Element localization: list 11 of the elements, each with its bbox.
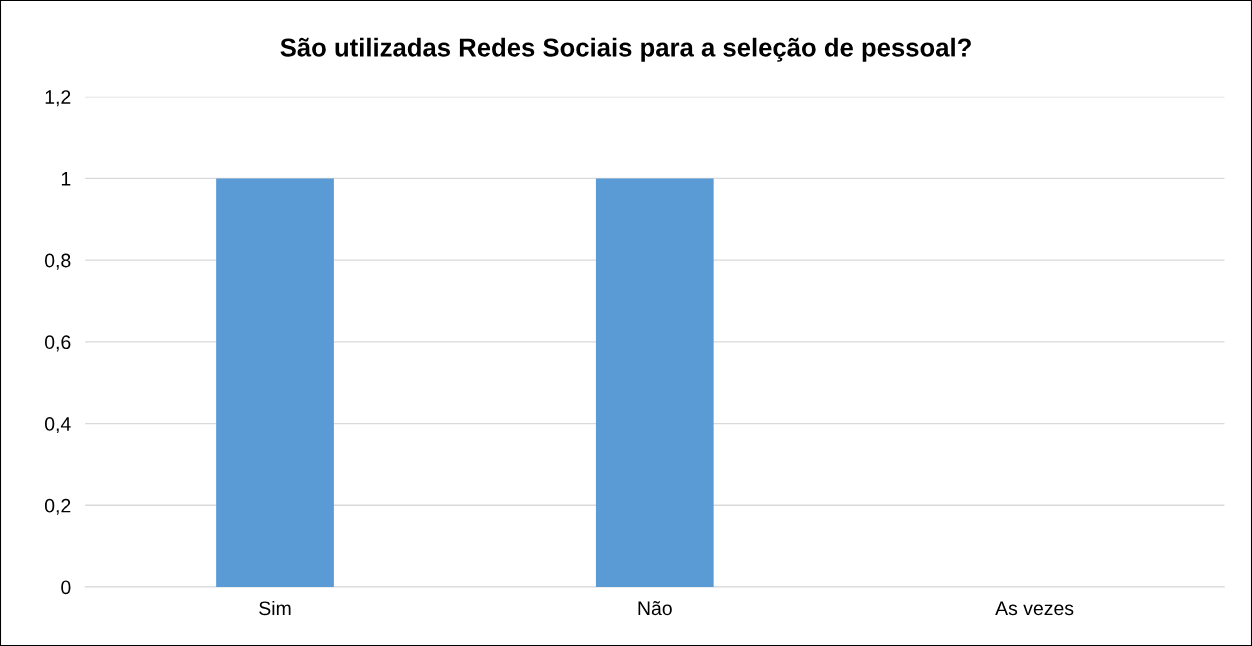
x-tick-label: Sim: [259, 600, 291, 616]
y-tick-label: 0,8: [44, 253, 71, 270]
x-tick-label: Não: [638, 601, 672, 616]
x-tick-label: As vezes: [995, 601, 1074, 616]
chart-title: São utilizadas Redes Sociais para a seleção de pessoal?: [280, 37, 971, 62]
y-tick-label: 0: [61, 580, 71, 595]
y-tick-label: 0,2: [44, 498, 71, 515]
y-tick-label: 1,2: [45, 90, 71, 107]
y-tick-label: 0,6: [44, 335, 71, 352]
y-tick-label: 0,4: [44, 417, 71, 434]
y-tick-label: 1: [61, 172, 71, 186]
